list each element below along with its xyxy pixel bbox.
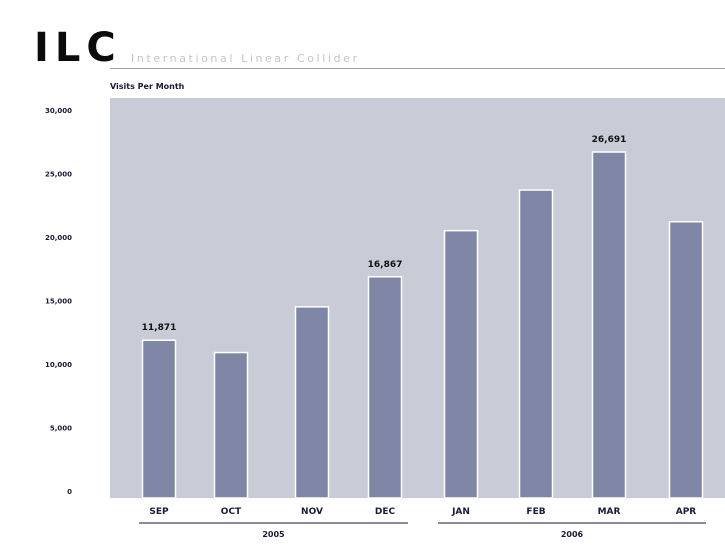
- data-label: 11,871: [142, 323, 177, 333]
- y-axis-title: Visits Per Month: [110, 82, 185, 91]
- plot-area: [110, 98, 725, 498]
- bar-apr: [668, 221, 704, 499]
- y-tick-label: 15,000: [45, 298, 72, 306]
- y-tick-label: 25,000: [45, 171, 72, 179]
- y-tick-label: 10,000: [45, 361, 72, 369]
- x-tick-label: OCT: [221, 507, 242, 517]
- x-tick-label: JAN: [451, 507, 470, 517]
- header-divider: [110, 68, 725, 69]
- bar-jan: [443, 229, 479, 499]
- y-tick-label: 20,000: [45, 234, 72, 242]
- bar-oct: [213, 351, 249, 499]
- bar-mar: [591, 151, 627, 499]
- y-tick-label: 5,000: [50, 425, 72, 433]
- bar-feb: [518, 189, 554, 499]
- group-label: 2005: [262, 530, 285, 539]
- bar-dec: [367, 276, 403, 499]
- data-label: 26,691: [592, 135, 627, 145]
- x-tick-label: SEP: [149, 507, 169, 517]
- group-label: 2006: [561, 530, 584, 539]
- bar-nov: [294, 306, 330, 499]
- ilc-logo: ILC: [34, 25, 122, 71]
- x-tick-label: DEC: [375, 507, 396, 517]
- header: ILC International Linear Collider: [0, 0, 725, 80]
- y-tick-label: 0: [67, 488, 72, 496]
- y-tick-label: 30,000: [45, 107, 72, 115]
- logo-subtitle: International Linear Collider: [131, 52, 360, 65]
- x-tick-label: FEB: [526, 507, 545, 517]
- data-label: 16,867: [368, 260, 403, 270]
- bar-sep: [141, 339, 177, 499]
- x-tick-label: MAR: [598, 507, 621, 517]
- x-tick-label: APR: [676, 507, 697, 517]
- x-tick-label: NOV: [301, 507, 323, 517]
